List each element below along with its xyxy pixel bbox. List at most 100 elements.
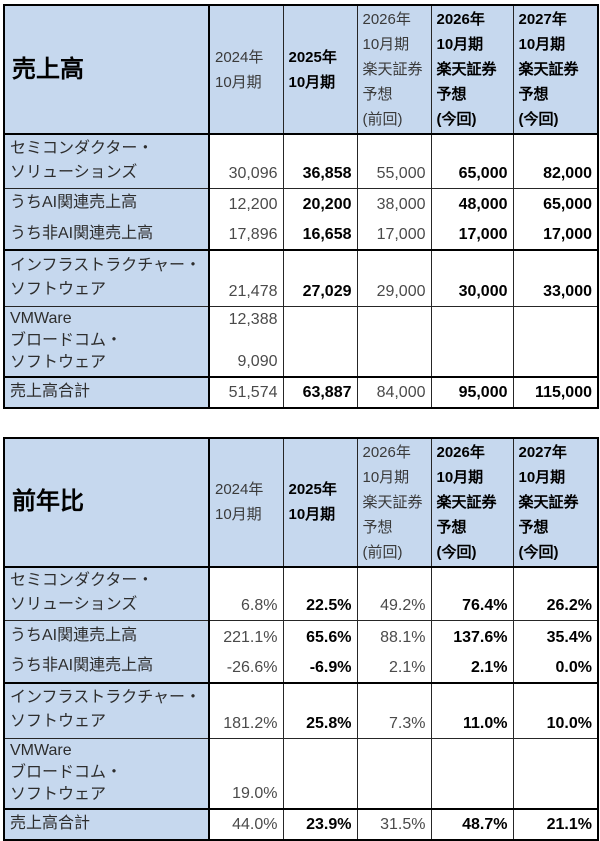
cell-2024: 12,388 9,090 [209,306,283,377]
col-header-2025: 2025年 10月期 [283,438,357,567]
col-header-2026-now: 2026年 10月期 楽天証券 予想 (今回) [431,5,513,134]
yoy-header-row: 前年比 2024年 10月期 2025年 10月期 2026年 10月期 楽天証… [4,438,598,567]
cell-2027-now: 0.0% [513,652,598,683]
cell-2024: 30,096 [209,134,283,188]
cell-2026-prev: 84,000 [357,377,431,408]
row-non-ai-revenue: うち非AI関連売上高 17,896 16,658 17,000 17,000 1… [4,219,598,250]
cell-2025: 20,200 [283,188,357,219]
cell-2027-now: 21.1% [513,809,598,840]
cell-2025: 65.6% [283,621,357,652]
cell-2027-now: 10.0% [513,683,598,739]
col-header-2027-now: 2027年 10月期 楽天証券 予想 (今回) [513,438,598,567]
broadcom-software-value: 19.0% [232,784,277,804]
cell-2025 [283,739,357,810]
row-label: うちAI関連売上高 [4,621,209,652]
cell-2026-prev: 7.3% [357,683,431,739]
cell-2026-now: 65,000 [431,134,513,188]
col-header-2024: 2024年 10月期 [209,438,283,567]
cell-2027-now [513,739,598,810]
row-label: VMWare ブロードコム・ ソフトウェア [4,306,209,377]
col-header-2025: 2025年 10月期 [283,5,357,134]
cell-2024: -26.6% [209,652,283,683]
row-yoy-total: 売上高合計 44.0% 23.9% 31.5% 48.7% 21.1% [4,809,598,840]
cell-2027-now: 17,000 [513,219,598,250]
table-title: 前年比 [4,438,209,567]
cell-2025: 25.8% [283,683,357,739]
cell-2027-now: 35.4% [513,621,598,652]
row-label: うち非AI関連売上高 [4,652,209,683]
cell-2024: 17,896 [209,219,283,250]
cell-2024: 51,574 [209,377,283,408]
cell-2026-now: 48.7% [431,809,513,840]
cell-2027-now: 65,000 [513,188,598,219]
col-header-2027-now: 2027年 10月期 楽天証券 予想 (今回) [513,5,598,134]
cell-2026-prev: 55,000 [357,134,431,188]
cell-2026-prev: 38,000 [357,188,431,219]
cell-2025 [283,306,357,377]
cell-2027-now: 33,000 [513,250,598,306]
cell-2025: -6.9% [283,652,357,683]
cell-2024: 44.0% [209,809,283,840]
cell-2024: 19.0% [209,739,283,810]
col-header-2026-now: 2026年 10月期 楽天証券 予想 (今回) [431,438,513,567]
cell-2027-now [513,306,598,377]
cell-2024: 6.8% [209,567,283,621]
cell-2024: 12,200 [209,188,283,219]
cell-2027-now: 115,000 [513,377,598,408]
col-header-2026-prev: 2026年 10月期 楽天証券 予想 (前回) [357,438,431,567]
table-gap [3,409,597,437]
cell-2024: 21,478 [209,250,283,306]
broadcom-software-value: 9,090 [237,352,277,372]
cell-2026-now: 95,000 [431,377,513,408]
cell-2026-now [431,739,513,810]
cell-2026-now: 17,000 [431,219,513,250]
row-vmware-broadcom-software: VMWare ブロードコム・ ソフトウェア 19.0% [4,739,598,810]
row-label: インフラストラクチャー・ ソフトウェア [4,683,209,739]
cell-2024: 181.2% [209,683,283,739]
col-header-2024: 2024年 10月期 [209,5,283,134]
table-title: 売上高 [4,5,209,134]
row-vmware-broadcom-software: VMWare ブロードコム・ ソフトウェア 12,388 9,090 [4,306,598,377]
row-label: 売上高合計 [4,377,209,408]
cell-2026-now [431,306,513,377]
row-label: うち非AI関連売上高 [4,219,209,250]
cell-2026-prev: 29,000 [357,250,431,306]
yoy-table: 前年比 2024年 10月期 2025年 10月期 2026年 10月期 楽天証… [3,437,599,841]
cell-2026-now: 137.6% [431,621,513,652]
cell-2025: 22.5% [283,567,357,621]
cell-2024: 221.1% [209,621,283,652]
cell-2026-prev: 2.1% [357,652,431,683]
cell-2026-now: 76.4% [431,567,513,621]
cell-2026-now: 30,000 [431,250,513,306]
row-label: インフラストラクチャー・ ソフトウェア [4,250,209,306]
cell-2027-now: 26.2% [513,567,598,621]
revenue-table: 売上高 2024年 10月期 2025年 10月期 2026年 10月期 楽天証… [3,4,599,409]
cell-2026-prev [357,306,431,377]
cell-2026-prev: 49.2% [357,567,431,621]
row-infrastructure-software: インフラストラクチャー・ ソフトウェア 181.2% 25.8% 7.3% 11… [4,683,598,739]
row-semiconductor: セミコンダクター・ ソリューションズ 6.8% 22.5% 49.2% 76.4… [4,567,598,621]
row-infrastructure-software: インフラストラクチャー・ ソフトウェア 21,478 27,029 29,000… [4,250,598,306]
cell-2026-prev: 31.5% [357,809,431,840]
vmware-value: 12,388 [229,310,278,330]
row-revenue-total: 売上高合計 51,574 63,887 84,000 95,000 115,00… [4,377,598,408]
cell-2025: 63,887 [283,377,357,408]
cell-2026-now: 2.1% [431,652,513,683]
cell-2027-now: 82,000 [513,134,598,188]
row-semiconductor: セミコンダクター・ ソリューションズ 30,096 36,858 55,000 … [4,134,598,188]
cell-2026-prev: 17,000 [357,219,431,250]
row-label: セミコンダクター・ ソリューションズ [4,134,209,188]
cell-2026-now: 48,000 [431,188,513,219]
cell-2025: 16,658 [283,219,357,250]
cell-2025: 23.9% [283,809,357,840]
row-label: うちAI関連売上高 [4,188,209,219]
cell-2025: 27,029 [283,250,357,306]
row-label: VMWare ブロードコム・ ソフトウェア [4,739,209,810]
row-label: セミコンダクター・ ソリューションズ [4,567,209,621]
cell-2026-now: 11.0% [431,683,513,739]
row-ai-revenue: うちAI関連売上高 12,200 20,200 38,000 48,000 65… [4,188,598,219]
row-label: 売上高合計 [4,809,209,840]
cell-2026-prev: 88.1% [357,621,431,652]
cell-2026-prev [357,739,431,810]
